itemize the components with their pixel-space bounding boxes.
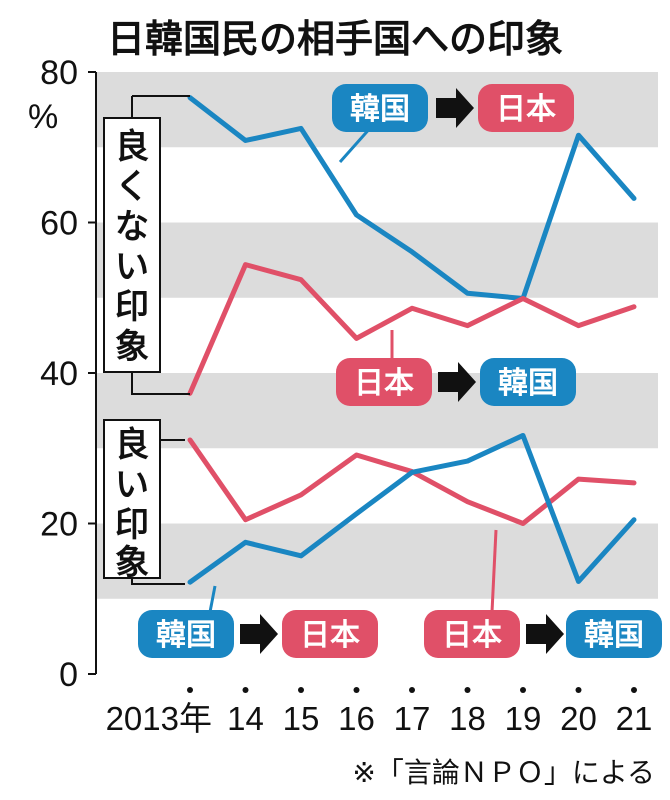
x-tick-label: 19 [505, 700, 542, 737]
series-lines [187, 95, 637, 585]
badge-background [336, 358, 432, 406]
arrow-right-icon [526, 614, 564, 654]
x-tick-labels: 2013年 14 15 16 17 18 19 20 21 [106, 687, 653, 737]
badge-background [424, 610, 520, 658]
legend-korea-to-japan-negative: 韓国 日本 [332, 84, 574, 163]
x-tick-dot [187, 687, 193, 693]
legend-korea-to-japan-positive: 韓国 日本 [138, 585, 378, 658]
badge-background [332, 84, 428, 132]
negative-label-char-2: な [115, 207, 149, 247]
x-tick-dot [353, 687, 360, 693]
negative-label-char-5: 象 [115, 327, 149, 367]
badge-background [480, 358, 576, 406]
negative-label-char-4: 印 [115, 287, 149, 327]
chart-title: 日韓国民の相手国への印象 [107, 17, 563, 61]
series-line-0 [187, 95, 637, 302]
y-tick-labels: 0 20 40 60 80 [40, 54, 78, 694]
x-tick-dot [575, 687, 582, 693]
negative-label-char-0: 良 [115, 127, 149, 167]
y-tick-label: 60 [40, 205, 78, 243]
legend-japan-to-korea-negative: 日本 韓国 [336, 330, 576, 406]
positive-group-label: 良 い 印 象 [103, 419, 185, 585]
x-tick-dot [298, 687, 304, 693]
badge-japan: 日本 [354, 366, 414, 401]
badge-korea: 韓国 [498, 366, 558, 401]
positive-label-char-2: 印 [115, 505, 149, 545]
positive-label-char-3: 象 [115, 543, 149, 583]
negative-label-char-3: い [115, 247, 149, 287]
x-tick-dot [464, 687, 471, 693]
badge-korea: 韓国 [156, 618, 216, 653]
x-tick-label: 14 [227, 700, 264, 737]
grid-band [96, 523, 658, 599]
y-unit-label: % [28, 98, 58, 136]
x-tick-label: 20 [560, 700, 597, 737]
y-tick-label: 0 [59, 656, 78, 694]
y-tick-label: 40 [40, 355, 78, 393]
negative-group-label: 良 く な い 印 象 [103, 95, 190, 395]
y-tick-label: 80 [40, 54, 78, 92]
badge-background [282, 610, 378, 658]
arrow-right-icon [240, 614, 278, 654]
x-tick-label: 2013年 [106, 700, 212, 737]
x-tick-dot [631, 687, 637, 693]
arrow-right-icon [436, 88, 474, 128]
badge-background [566, 610, 662, 658]
x-tick-label: 21 [616, 700, 653, 737]
badge-japan: 日本 [300, 618, 360, 653]
arrow-right-icon [438, 362, 476, 402]
x-tick-label: 17 [394, 700, 431, 737]
grid-band [96, 222, 658, 298]
series-line-2 [187, 437, 637, 526]
x-tick-dot [242, 687, 249, 693]
source-note: ※「言論ＮＰＯ」による [352, 756, 655, 789]
negative-label-char-1: く [115, 167, 149, 207]
x-tick-label: 18 [449, 700, 486, 737]
legend-japan-to-korea-positive: 日本 韓国 [424, 529, 662, 658]
badge-japan: 日本 [442, 618, 502, 653]
series-line-3 [187, 432, 637, 585]
y-tick-label: 20 [40, 506, 78, 544]
badge-background [478, 84, 574, 132]
x-tick-label: 16 [338, 700, 375, 737]
x-tick-label: 15 [283, 700, 320, 737]
x-tick-dot [409, 687, 415, 693]
badge-japan: 日本 [496, 92, 556, 127]
badge-background [138, 610, 234, 658]
badge-korea: 韓国 [584, 618, 644, 653]
y-axis [88, 71, 97, 675]
positive-label-char-1: い [115, 465, 149, 505]
series-line-1 [187, 262, 637, 396]
badge-korea: 韓国 [350, 92, 410, 127]
x-tick-dot [520, 687, 526, 693]
positive-label-char-0: 良 [115, 425, 149, 465]
